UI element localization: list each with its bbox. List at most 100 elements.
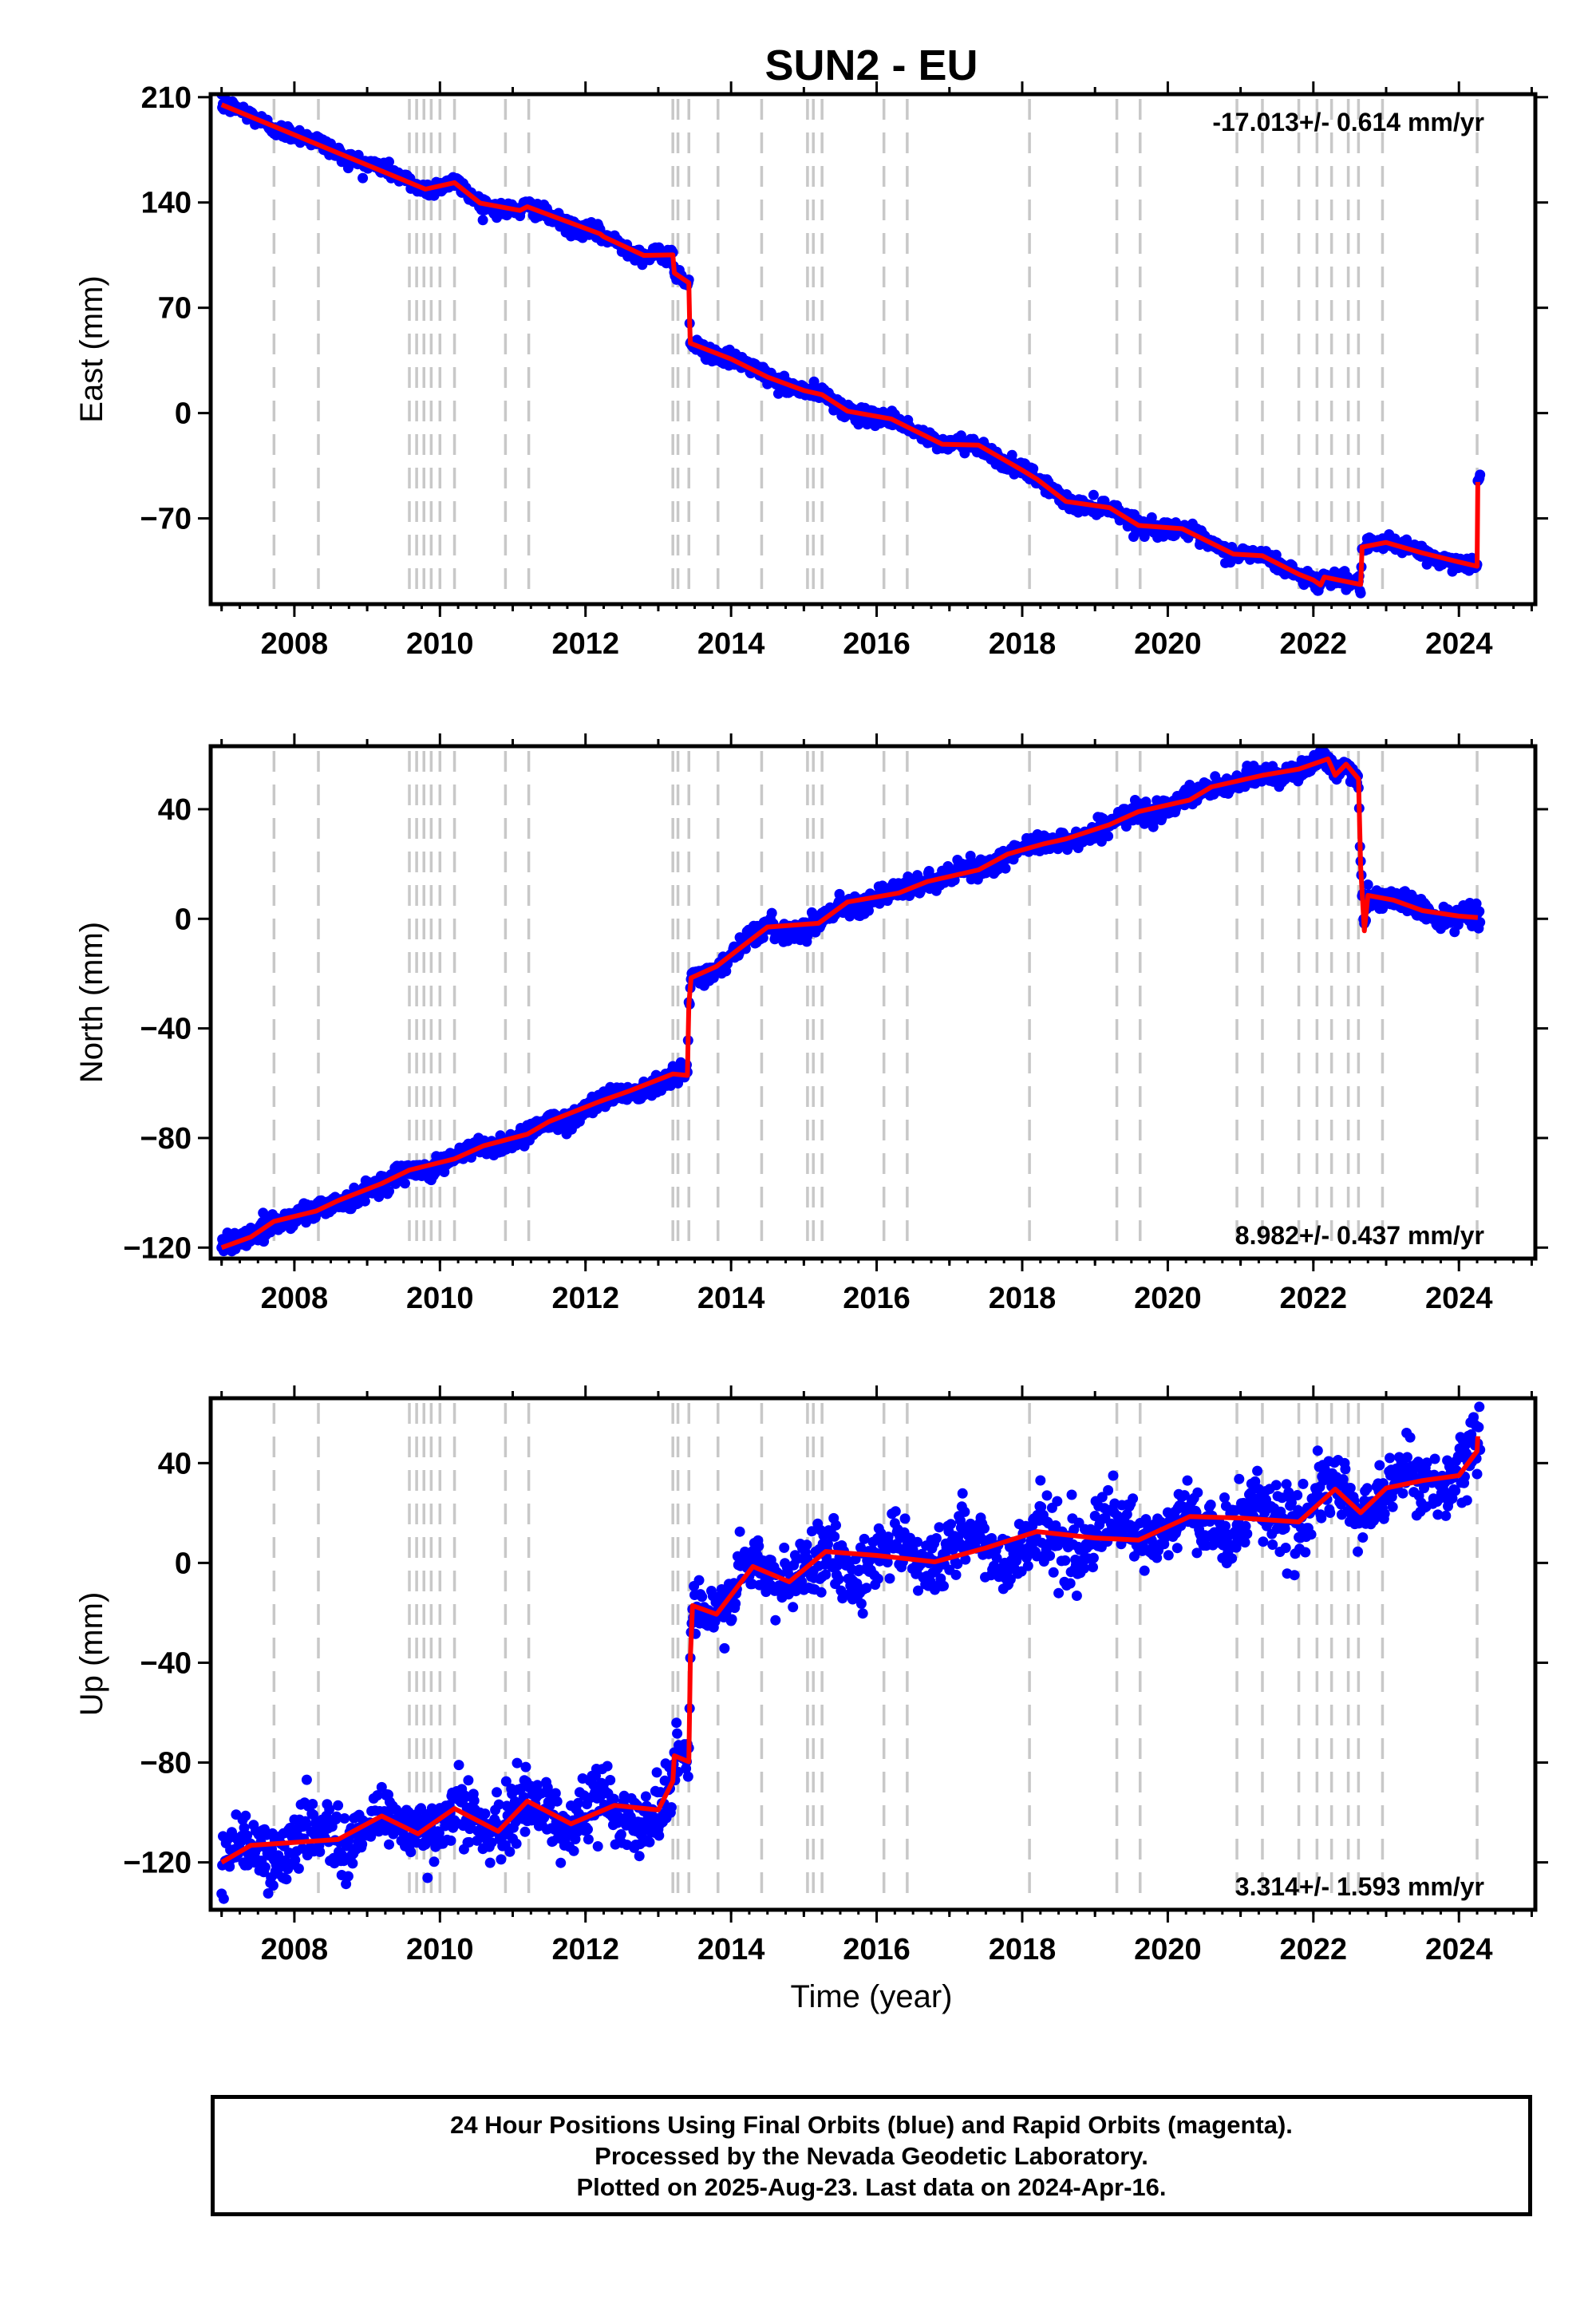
data-point: [293, 1863, 304, 1874]
data-point: [672, 1728, 683, 1739]
data-point: [1120, 821, 1132, 832]
data-point: [913, 1585, 923, 1596]
data-point: [463, 1775, 474, 1786]
data-point: [372, 1790, 383, 1801]
data-point: [573, 1797, 584, 1808]
north-panel: 2008 2010 2012 2014 2016 2018 2020 2022 2024400−…: [74, 733, 1548, 1315]
data-point: [357, 1839, 368, 1850]
data-point: [453, 1760, 464, 1771]
data-point: [281, 1874, 292, 1885]
data-point: [429, 1856, 440, 1867]
data-point: [615, 1829, 626, 1840]
data-point: [1022, 1560, 1033, 1571]
data-point: [796, 1576, 808, 1587]
data-point: [592, 1841, 603, 1852]
data-point: [384, 1186, 394, 1197]
data-point: [651, 1767, 662, 1778]
data-point: [1052, 1496, 1063, 1507]
data-point: [1005, 1574, 1016, 1585]
data-point: [1000, 863, 1011, 874]
data-point: [1362, 879, 1373, 890]
east-data-points: [216, 94, 1486, 599]
data-point: [1053, 1587, 1065, 1599]
model-line: [220, 102, 1480, 588]
x-tick-label: 2024: [1425, 627, 1493, 661]
data-point: [1028, 463, 1039, 474]
data-point: [634, 1851, 645, 1862]
data-point: [829, 1531, 840, 1542]
data-point: [766, 907, 777, 919]
data-point: [602, 1761, 613, 1772]
y-tick-label: 70: [158, 292, 192, 326]
data-point: [519, 1826, 531, 1837]
data-point: [484, 1857, 496, 1868]
x-tick-label: 2016: [843, 1282, 911, 1315]
data-point: [952, 1559, 963, 1570]
north-rate-annotation: 8.982+/- 0.437 mm/yr: [1235, 1221, 1484, 1250]
data-point: [445, 1835, 456, 1846]
data-point: [991, 1552, 1002, 1563]
data-point: [267, 1880, 279, 1891]
x-tick-label: 2018: [989, 627, 1057, 661]
north-frame: [208, 744, 1538, 1261]
data-point: [384, 1839, 394, 1850]
data-point: [1140, 796, 1152, 808]
data-point: [1050, 1520, 1061, 1531]
data-point: [347, 1858, 358, 1869]
x-tick-label: 2010: [406, 627, 474, 661]
data-point: [938, 1580, 949, 1591]
data-point: [516, 1783, 526, 1794]
x-tick-label: 2018: [989, 1282, 1057, 1315]
north-y-axis-title: North (mm): [74, 922, 109, 1083]
data-point: [290, 1855, 301, 1866]
data-point: [433, 1828, 444, 1839]
x-tick-label: 2010: [406, 1282, 474, 1315]
east-rate-annotation: -17.013+/- 0.614 mm/yr: [1212, 108, 1484, 136]
data-point: [422, 1872, 433, 1883]
data-point: [605, 1775, 616, 1785]
y-tick-label: −40: [140, 1013, 192, 1046]
x-tick-label: 2016: [843, 627, 911, 661]
x-tick-label: 2012: [551, 627, 619, 661]
data-point: [359, 1196, 370, 1207]
data-point: [583, 1834, 594, 1845]
data-point: [659, 1775, 670, 1786]
data-point: [1041, 1490, 1053, 1501]
model-line: [220, 756, 1479, 1251]
data-point: [358, 172, 369, 184]
data-point: [486, 1837, 497, 1848]
data-point: [644, 1836, 655, 1848]
data-point: [1045, 1550, 1056, 1561]
data-point: [930, 1533, 942, 1543]
data-point: [468, 1795, 480, 1806]
data-point: [307, 1799, 318, 1809]
x-tick-label: 2014: [697, 1282, 765, 1315]
data-point: [666, 1802, 677, 1813]
data-point: [861, 1583, 872, 1594]
data-point: [654, 1830, 665, 1841]
data-point: [384, 156, 394, 168]
data-point: [719, 1642, 730, 1654]
data-point: [551, 1796, 563, 1807]
chart-title: SUN2 - EU: [764, 41, 978, 89]
data-point: [376, 1781, 387, 1792]
x-tick-label: 2020: [1134, 627, 1202, 661]
y-tick-label: −80: [140, 1122, 192, 1156]
y-tick-label: 210: [141, 81, 192, 115]
data-point: [555, 1857, 567, 1868]
data-point: [960, 1554, 971, 1565]
data-point: [263, 1888, 274, 1899]
data-point: [884, 1573, 895, 1584]
data-point: [331, 1811, 342, 1822]
x-tick-label: 2012: [551, 1282, 619, 1315]
data-point: [477, 215, 488, 226]
data-point: [979, 1523, 990, 1534]
data-point: [726, 1614, 737, 1625]
data-point: [836, 1585, 847, 1596]
y-tick-label: −120: [123, 1231, 192, 1265]
data-point: [671, 1717, 682, 1729]
data-point: [899, 1513, 911, 1524]
data-point: [512, 1757, 523, 1769]
data-point: [734, 1526, 745, 1537]
data-point: [640, 1791, 651, 1802]
